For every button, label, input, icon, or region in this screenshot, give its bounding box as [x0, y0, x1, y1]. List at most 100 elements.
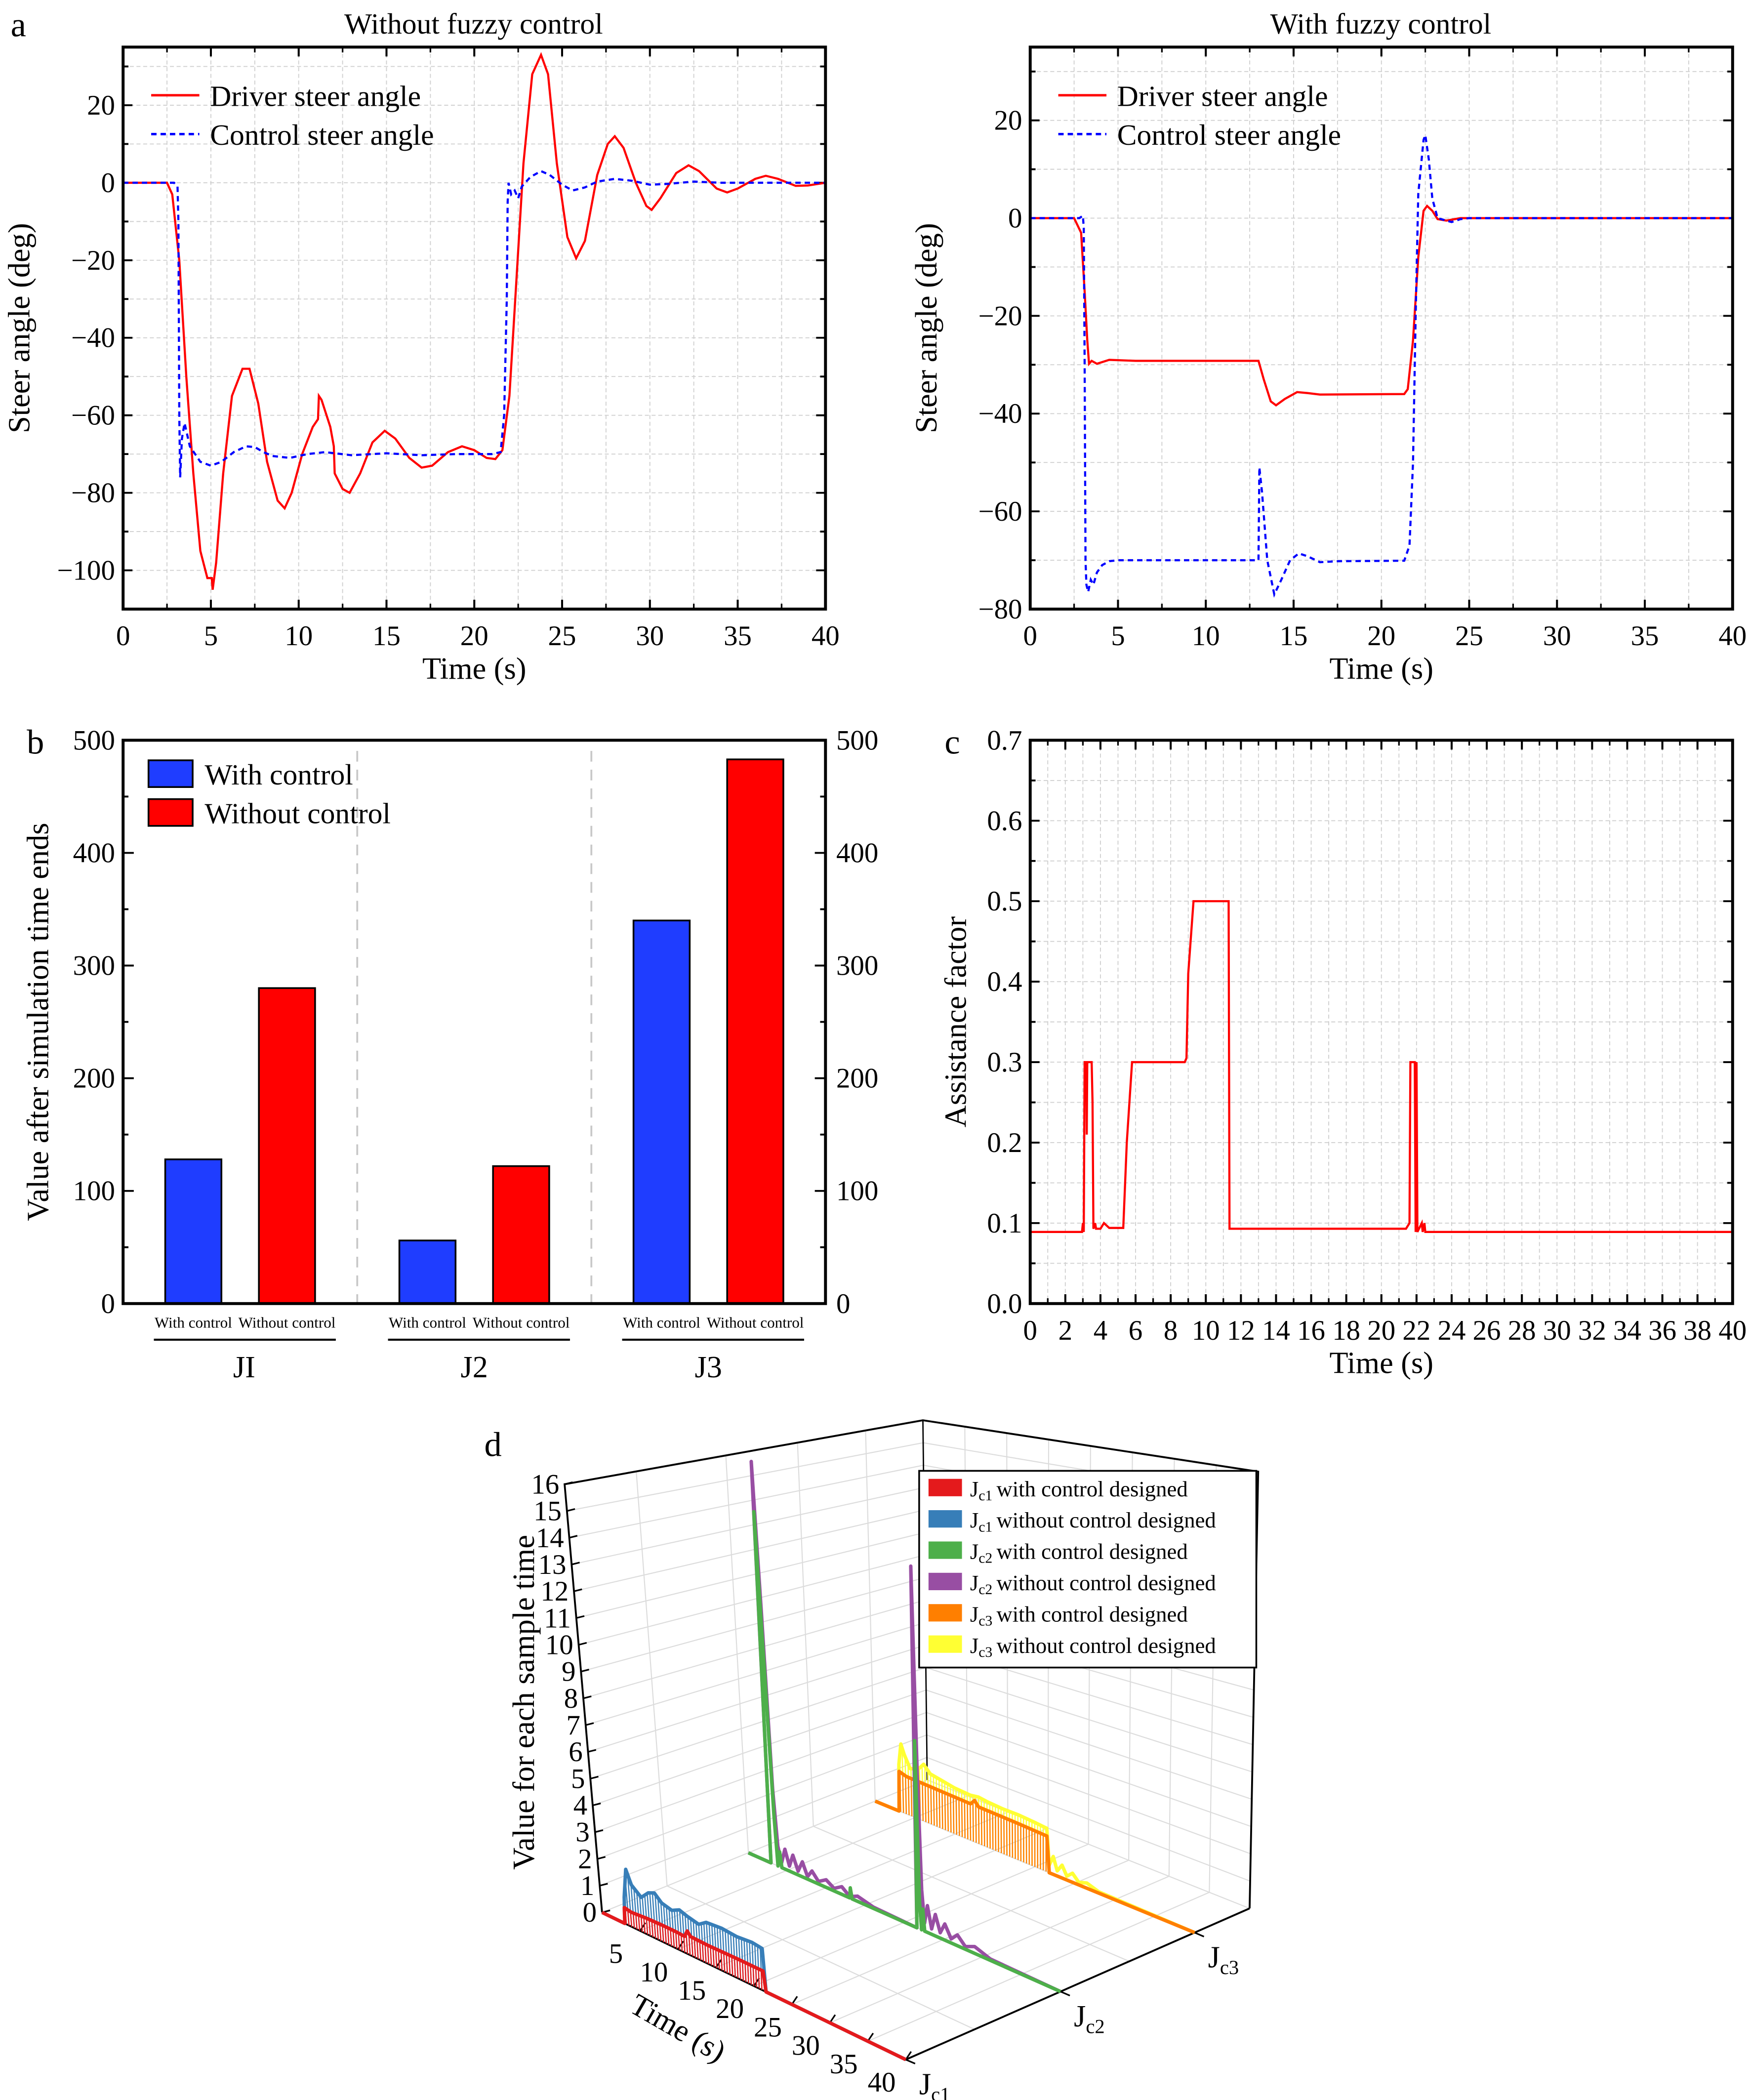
time-tick-label: 40 [868, 2067, 896, 2098]
y-axis-label: Steer angle (deg) [2, 223, 37, 433]
series-stem [741, 1961, 744, 1981]
x-tick-label: 34 [1613, 1315, 1641, 1346]
series-stem [728, 1955, 731, 1975]
z-tick [585, 1722, 594, 1726]
y-tick-label: −80 [978, 594, 1022, 625]
legend-label-text: with control designed [996, 1477, 1187, 1501]
x-tick-label: 8 [1164, 1315, 1178, 1346]
y-tick-label-right: 300 [836, 950, 878, 982]
y-tick-label-right: 500 [836, 725, 878, 756]
legend-swatch [147, 798, 194, 827]
series-stem [638, 1915, 641, 1931]
series-stem [930, 1787, 933, 1824]
series-stem [924, 1784, 927, 1822]
legend-label-sub: c3 [978, 1644, 992, 1660]
chart-a-right-title: With fuzzy control [1270, 7, 1492, 40]
series-stem [758, 1969, 760, 1989]
time-tick-label: 25 [754, 2012, 782, 2043]
x-tick-label: 32 [1578, 1315, 1606, 1346]
series-stem [707, 1945, 710, 1964]
bar-category-label: Without control [473, 1314, 570, 1331]
legend-label: Jc1 without control designed [970, 1508, 1216, 1535]
chart-a-left-title: Without fuzzy control [344, 7, 603, 40]
legend-label-base: J [970, 1539, 978, 1564]
x-tick-label: 28 [1508, 1315, 1536, 1346]
series-line-Jc3-without-control-designed [874, 1742, 1195, 1935]
z-tick-label: 0 [583, 1897, 597, 1928]
series-stem [972, 1802, 974, 1842]
z-tick-label: 10 [545, 1629, 573, 1660]
x-tick-label: 24 [1438, 1315, 1466, 1346]
series-stem [755, 1967, 757, 1987]
category-label: Jc2 [1074, 1999, 1105, 2038]
legend-label-sub: c1 [978, 1487, 992, 1504]
y-tick-label: −40 [71, 323, 115, 354]
legend-label: Jc2 without control designed [970, 1570, 1216, 1598]
y-tick-label-right: 100 [836, 1176, 878, 1207]
y-tick-label: −100 [57, 555, 115, 586]
x-tick-label: 22 [1402, 1315, 1430, 1346]
legend-label-base: J [970, 1570, 978, 1595]
y-tick-label: 0 [101, 167, 115, 199]
series-stem [997, 1815, 999, 1852]
x-tick-label: 2 [1058, 1315, 1072, 1346]
legend-swatch [928, 1541, 962, 1559]
z-axis-label: Value for each sample time [507, 1535, 541, 1870]
series-stem [723, 1952, 726, 1972]
legend-label: Control steer angle [210, 119, 434, 151]
series-stem [701, 1942, 704, 1962]
x-tick-label: 25 [1455, 620, 1483, 652]
series-stem [736, 1958, 739, 1978]
x-tick-label: 15 [372, 620, 401, 652]
x-tick-label: 20 [1367, 1315, 1395, 1346]
time-tick-label: 35 [830, 2049, 858, 2080]
series-stem [938, 1790, 941, 1828]
series-line-Jc3-with-control-designed [874, 1770, 1195, 1935]
x-tick-label: 0 [1023, 620, 1037, 652]
legend-swatch [928, 1479, 962, 1496]
plot-frame [122, 45, 827, 611]
category-label-sub: c3 [1220, 1956, 1239, 1978]
z-tick [569, 1535, 578, 1539]
plot-frame [122, 739, 827, 1305]
legend-label: Jc3 with control designed [970, 1602, 1188, 1629]
legend-label-text: with control designed [996, 1539, 1187, 1564]
series-stem [693, 1938, 696, 1958]
x-tick-label: 18 [1332, 1315, 1360, 1346]
series-stem [760, 1970, 763, 1990]
series-stem [672, 1930, 675, 1948]
series-stem [750, 1965, 752, 1985]
y-tick-label: −60 [978, 496, 1022, 527]
series-stem [656, 1923, 659, 1940]
category-label: Jc1 [919, 2067, 950, 2100]
y-tick-label: −40 [978, 398, 1022, 429]
legend-label: Jc2 with control designed [970, 1539, 1188, 1566]
y-tick-label: 0.3 [987, 1047, 1022, 1078]
y-tick-label: 0 [1008, 203, 1022, 234]
legend-swatch [928, 1572, 962, 1591]
x-tick-label: 4 [1094, 1315, 1107, 1346]
y-tick-label: 20 [994, 105, 1022, 136]
series-stem [967, 1802, 969, 1840]
z-tick-label: 13 [538, 1549, 567, 1580]
legend-swatch [147, 759, 194, 788]
series-stem [704, 1943, 707, 1963]
series-line-Jc1-without-control-designed [601, 1867, 907, 2061]
legend-label-sub: c2 [978, 1581, 992, 1598]
series-stem [739, 1960, 741, 1980]
panel-label-d: d [485, 1426, 502, 1464]
x-tick-label: 10 [1192, 620, 1220, 652]
series-stem [955, 1797, 957, 1835]
series-stem [648, 1919, 651, 1936]
legend-label-text: without control designed [996, 1570, 1216, 1595]
legend-label-sub: c2 [978, 1550, 992, 1566]
x-axis-label: Time (s) [422, 652, 527, 686]
legend-label: Jc3 without control designed [970, 1633, 1216, 1660]
grid-line-category [797, 1442, 1130, 1962]
bar-ji-with-control [164, 1158, 223, 1305]
x-tick-label: 12 [1227, 1315, 1255, 1346]
series-stem [651, 1920, 654, 1937]
x-axis-label: Time (s) [1329, 1346, 1433, 1380]
legend-label-text: with control designed [996, 1602, 1187, 1626]
legend-label-base: J [970, 1477, 978, 1501]
